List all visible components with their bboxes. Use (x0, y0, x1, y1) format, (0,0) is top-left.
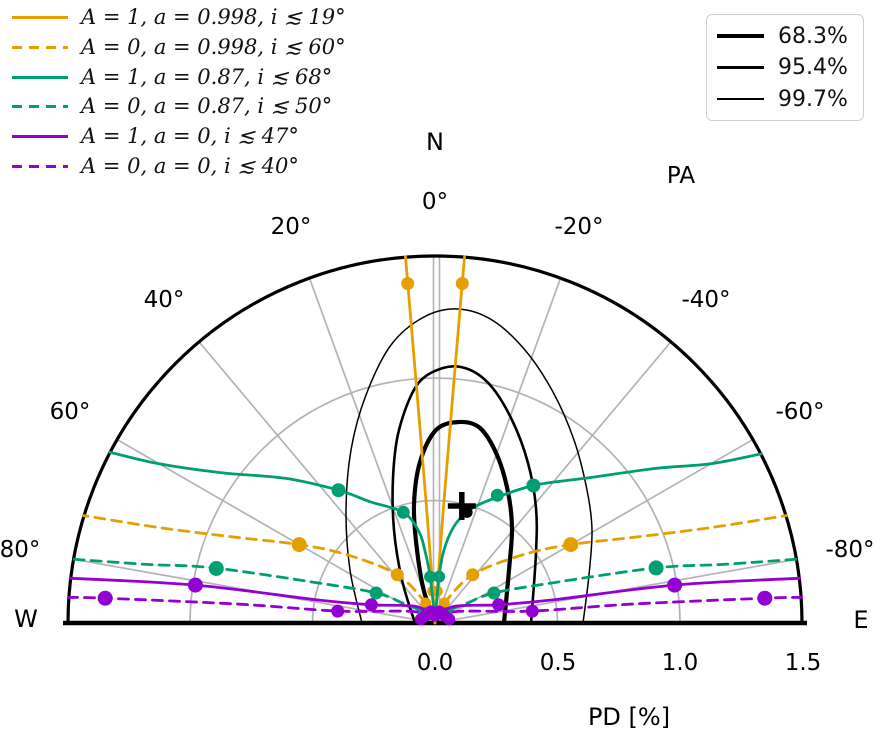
model-marker-5 (525, 604, 539, 618)
model-marker-2 (433, 570, 446, 583)
contour-legend-label: 95.4% (778, 55, 848, 80)
model-marker-2 (396, 505, 410, 519)
model-marker-3 (648, 560, 664, 576)
confidence-contour-68-3 (411, 419, 515, 626)
model-legend-entry: A = 1, a = 0.87, i ≲ 68° (12, 62, 346, 92)
contour-legend-label: 99.7% (778, 86, 848, 112)
model-marker-1 (438, 597, 450, 609)
model-marker-5 (443, 613, 456, 626)
radial-tick-label: 1.0 (661, 650, 699, 676)
model-marker-2 (424, 570, 437, 583)
polar-boundary (66, 254, 804, 624)
model-marker-3 (369, 586, 383, 600)
pa-axis-title: PA (666, 163, 696, 189)
dashed-line-swatch (12, 46, 68, 50)
model-marker-5 (424, 605, 437, 618)
radial-gridline (311, 499, 559, 624)
model-marker-3 (208, 561, 224, 576)
model-marker-1 (466, 568, 480, 582)
model-curve-5 (436, 596, 803, 621)
contour-line-swatch (717, 34, 764, 38)
model-legend-label: A = 0, a = 0.998, i ≲ 60° (81, 35, 346, 60)
dashed-line-swatch (12, 164, 68, 168)
contour-legend-label: 68.3% (778, 23, 848, 49)
model-legend-label: A = 1, a = 0.87, i ≲ 68° (81, 64, 333, 89)
model-legend-label: A = 1, a = 0, i ≲ 47° (81, 124, 299, 149)
model-legend-label: A = 0, a = 0.87, i ≲ 50° (81, 94, 333, 119)
model-legend-label: A = 0, a = 0, i ≲ 40° (81, 153, 299, 178)
angular-tick-label: 40° (143, 287, 185, 313)
solid-line-swatch (12, 135, 68, 139)
solid-line-swatch (12, 75, 68, 79)
model-marker-4 (492, 598, 506, 612)
model-curve-1 (82, 514, 436, 620)
model-marker-4 (364, 598, 378, 612)
model-marker-5 (433, 605, 446, 618)
contour-legend-entry: 99.7% (717, 87, 853, 112)
radial-gridline (189, 377, 681, 624)
model-marker-0 (455, 277, 469, 290)
compass-north-label: N (426, 128, 444, 156)
model-curve-2 (433, 452, 763, 622)
model-legend-entry: A = 0, a = 0, i ≲ 40° (12, 151, 346, 181)
model-curve-5 (67, 596, 434, 621)
dashed-line-swatch (12, 105, 68, 109)
angular-tick-label: 0° (421, 189, 449, 215)
model-legend: A = 1, a = 0.998, i ≲ 19° A = 0, a = 0.99… (12, 3, 346, 181)
contour-legend: 68.3% 95.4% 99.7% (706, 14, 864, 121)
model-marker-2 (526, 478, 541, 493)
model-curve-1 (434, 514, 788, 620)
angular-tick-label: -40° (681, 287, 731, 313)
angular-gridline (434, 277, 562, 624)
pd-axis-title: PD [%] (587, 703, 671, 731)
model-legend-entry: A = 1, a = 0.998, i ≲ 19° (12, 3, 346, 33)
model-marker-1 (563, 537, 579, 553)
model-legend-entry: A = 0, a = 0.998, i ≲ 60° (12, 33, 346, 63)
model-legend-entry: A = 0, a = 0.87, i ≲ 50° (12, 92, 346, 122)
contour-legend-entry: 68.3% (717, 24, 853, 49)
model-marker-0 (401, 277, 415, 290)
radial-tick-label: 1.5 (784, 650, 822, 676)
angular-tick-label: 60° (49, 399, 91, 425)
compass-east-label: E (853, 606, 869, 634)
model-marker-5 (414, 613, 427, 626)
angular-tick-label: -80° (825, 537, 875, 563)
angular-gridline (308, 277, 436, 624)
model-marker-4 (667, 577, 683, 593)
contour-line-swatch (717, 66, 764, 69)
confidence-contour-95-4 (391, 365, 539, 625)
model-marker-3 (487, 586, 501, 600)
radial-tick-label: 0.5 (539, 650, 577, 676)
contour-legend-entry: 95.4% (717, 55, 853, 80)
angular-tick-label: -20° (554, 214, 604, 240)
model-marker-2 (490, 488, 504, 502)
compass-west-label: W (14, 605, 38, 633)
model-marker-4 (187, 577, 203, 593)
model-curve-2 (108, 450, 437, 622)
model-marker-5 (331, 604, 345, 618)
angular-tick-label: -60° (775, 399, 825, 425)
model-marker-1 (291, 537, 307, 553)
model-curve-4 (435, 576, 802, 620)
contour-line-swatch (717, 98, 764, 100)
confidence-contour-99-7 (345, 308, 593, 624)
angular-tick-label: 80° (0, 537, 41, 563)
model-marker-5 (97, 590, 113, 606)
angular-tick-label: 20° (270, 214, 312, 240)
model-marker-5 (757, 590, 773, 606)
model-legend-label: A = 1, a = 0.998, i ≲ 19° (81, 5, 346, 30)
model-legend-entry: A = 1, a = 0, i ≲ 47° (12, 122, 346, 152)
model-marker-2 (331, 483, 346, 498)
solid-line-swatch (12, 16, 68, 20)
model-marker-1 (420, 597, 432, 609)
radial-tick-label: 0.0 (416, 650, 454, 676)
model-marker-1 (390, 568, 404, 582)
model-curve-4 (68, 576, 435, 620)
